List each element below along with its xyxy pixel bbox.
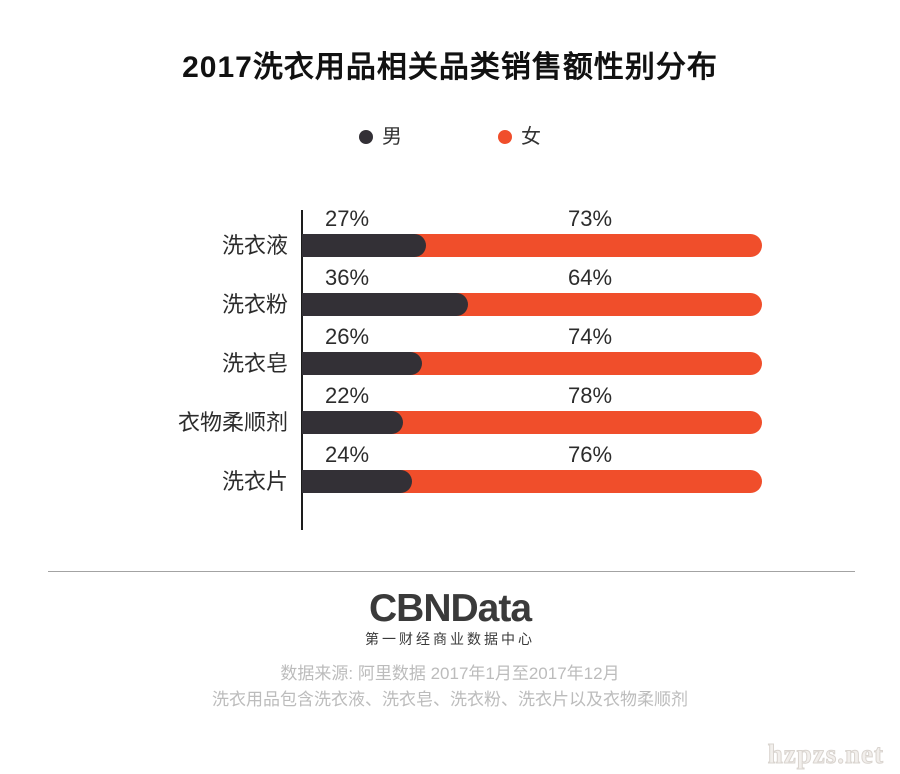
watermark: hzpzs.net — [767, 739, 884, 770]
legend-label-female: 女 — [521, 126, 541, 148]
chart-row: 洗衣片 24% 76% — [0, 443, 900, 502]
data-source-line: 数据来源: 阿里数据 2017年1月至2017年12月 — [280, 664, 620, 683]
male-bar-segment — [302, 234, 426, 257]
chart-row: 洗衣皂 26% 74% — [0, 325, 900, 384]
male-value-label: 26% — [325, 324, 370, 349]
female-bar-segment — [302, 411, 762, 434]
category-label: 衣物柔顺剂 — [177, 410, 288, 435]
legend-item-female: 女 — [498, 126, 541, 148]
female-value-label: 74% — [567, 324, 613, 349]
male-value-label: 22% — [325, 383, 370, 408]
legend-label-male: 男 — [382, 126, 402, 148]
page-title: 2017洗衣用品相关品类销售额性别分布 — [182, 51, 718, 84]
female-bar-segment — [302, 293, 762, 316]
male-value-label: 27% — [325, 206, 370, 231]
male-bar-segment — [302, 293, 468, 316]
footer-divider — [48, 571, 855, 572]
category-label: 洗衣粉 — [221, 292, 288, 317]
female-bar-segment — [302, 352, 762, 375]
footer: CBNData 第一财经商业数据中心 数据来源: 阿里数据 2017年1月至20… — [0, 589, 900, 713]
female-value-label: 78% — [567, 383, 613, 408]
cbndata-logo: CBNData — [368, 587, 532, 630]
male-bar-segment — [302, 411, 403, 434]
female-value-label: 73% — [567, 206, 613, 231]
stacked-bar-chart: 洗衣液 27% 73% 洗衣粉 36% 64% 洗衣皂 26% 74% 衣物柔顺剂 22% 78% 洗衣… — [0, 207, 900, 532]
male-bar-segment — [302, 470, 412, 493]
chart-row: 洗衣液 27% 73% — [0, 207, 900, 266]
chart-row: 衣物柔顺剂 22% 78% — [0, 384, 900, 443]
female-legend-dot-icon — [498, 130, 512, 144]
category-label: 洗衣皂 — [221, 351, 288, 376]
cbndata-logo-subtitle: 第一财经商业数据中心 — [365, 631, 535, 647]
chart-row: 洗衣粉 36% 64% — [0, 266, 900, 325]
legend-item-male: 男 — [359, 126, 402, 148]
male-value-label: 36% — [325, 265, 370, 290]
female-value-label: 64% — [567, 265, 613, 290]
category-label: 洗衣液 — [221, 233, 288, 258]
female-bar-segment — [302, 470, 762, 493]
category-label: 洗衣片 — [221, 469, 288, 494]
male-value-label: 24% — [325, 442, 370, 467]
female-bar-segment — [302, 234, 762, 257]
male-legend-dot-icon — [359, 130, 373, 144]
female-value-label: 76% — [567, 442, 613, 467]
male-bar-segment — [302, 352, 422, 375]
data-note-line: 洗衣用品包含洗衣液、洗衣皂、洗衣粉、洗衣片以及衣物柔顺剂 — [212, 690, 688, 709]
chart-legend: 男 女 — [30, 126, 870, 148]
